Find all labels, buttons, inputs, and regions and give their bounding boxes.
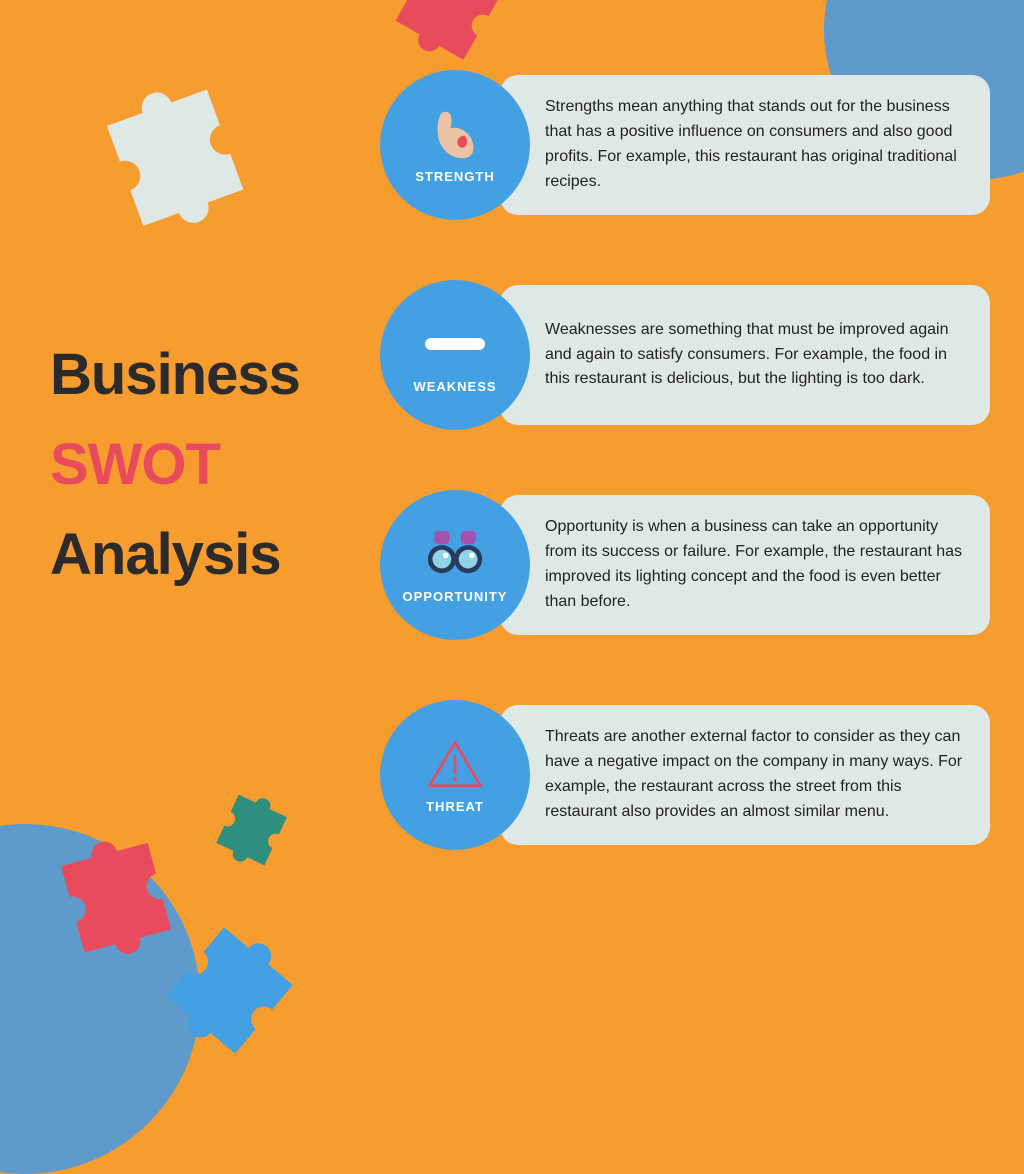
title-line-1: Business [50, 330, 390, 420]
opportunity-label: OPPORTUNITY [403, 589, 508, 604]
strength-text: Strengths mean anything that stands out … [500, 75, 990, 215]
minus-icon [425, 338, 485, 350]
puzzle-blue-icon [150, 915, 310, 1075]
weakness-circle: WEAKNESS [380, 280, 530, 430]
swot-row-opportunity: OPPORTUNITY Opportunity is when a busine… [380, 490, 990, 640]
swot-rows: STRENGTH Strengths mean anything that st… [380, 70, 990, 850]
strength-icon [425, 106, 485, 161]
threat-icon [425, 736, 485, 791]
puzzle-green-icon [205, 785, 300, 880]
opportunity-text: Opportunity is when a business can take … [500, 495, 990, 635]
page-title: Business SWOT Analysis [50, 330, 390, 600]
strength-label: STRENGTH [415, 169, 495, 184]
opportunity-circle: OPPORTUNITY [380, 490, 530, 640]
puzzle-pink-top-icon [380, 0, 520, 80]
weakness-text: Weaknesses are something that must be im… [500, 285, 990, 425]
strength-circle: STRENGTH [380, 70, 530, 220]
threat-circle: THREAT [380, 700, 530, 850]
puzzle-white-icon [85, 65, 275, 255]
swot-row-weakness: WEAKNESS Weaknesses are something that m… [380, 280, 990, 430]
swot-row-strength: STRENGTH Strengths mean anything that st… [380, 70, 990, 220]
threat-label: THREAT [426, 799, 484, 814]
weakness-icon [425, 316, 485, 371]
weakness-label: WEAKNESS [413, 379, 496, 394]
opportunity-icon [425, 526, 485, 581]
title-line-2: SWOT [50, 420, 390, 510]
swot-row-threat: THREAT Threats are another external fact… [380, 700, 990, 850]
title-line-3: Analysis [50, 510, 390, 600]
threat-text: Threats are another external factor to c… [500, 705, 990, 845]
